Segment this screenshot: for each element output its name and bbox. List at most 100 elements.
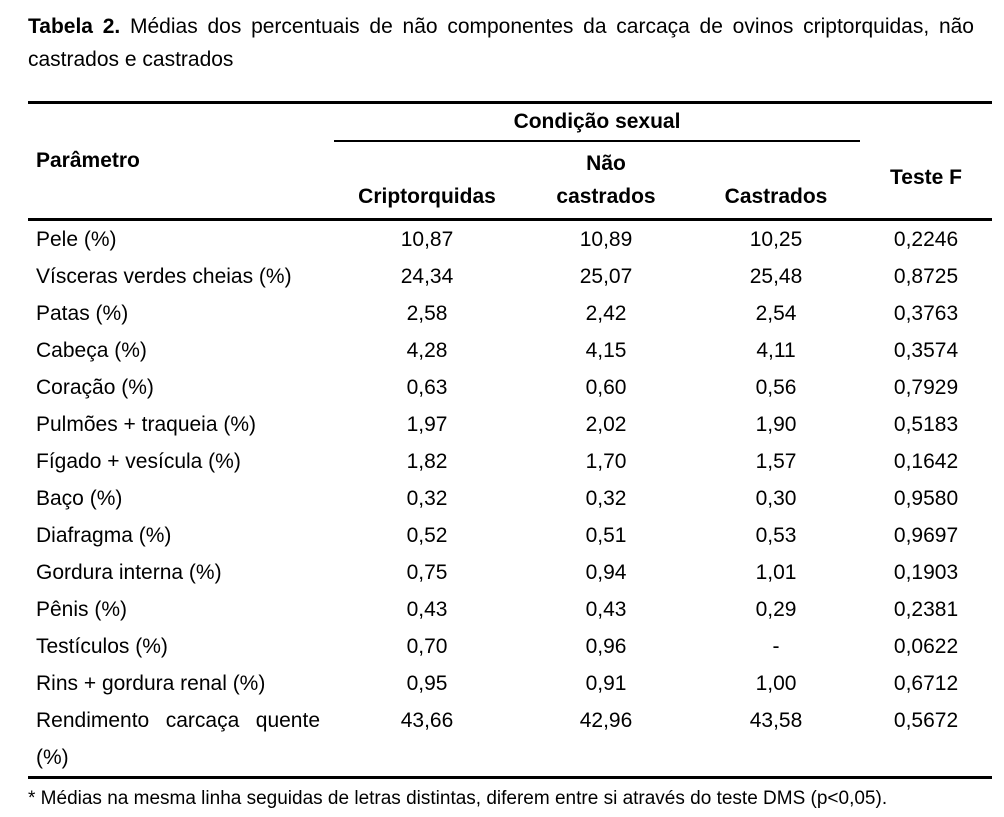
nao-castrados-value: 25,07 xyxy=(579,265,633,288)
teste-f-value: 0,8725 xyxy=(893,265,959,288)
nao-castrados-value: 1,70 xyxy=(585,450,627,473)
criptorquidas-value: 0,75 xyxy=(406,561,448,584)
table-row: Fígado + vesícula (%) 1,82 1,70 1,57 0,1… xyxy=(28,443,992,480)
nao-castrados-value: 2,42 xyxy=(585,302,627,325)
column-header-nao-castrados: Não castrados xyxy=(520,141,692,220)
parameter-cell: Rins + gordura renal (%) xyxy=(36,672,266,695)
table-caption-text: Médias dos percentuais de não componente… xyxy=(28,15,974,71)
table-footnote: * Médias na mesma linha seguidas de letr… xyxy=(28,788,888,809)
teste-f-value: 0,2381 xyxy=(893,598,959,621)
table-2: Parâmetro Condição sexual Teste F Cripto… xyxy=(28,101,993,779)
table-row: Testículos (%) 0,70 0,96 - 0,0622 xyxy=(28,628,992,665)
nao-castrados-value: 0,91 xyxy=(585,672,627,695)
criptorquidas-value: 0,63 xyxy=(406,376,448,399)
teste-f-value: 0,9580 xyxy=(893,487,959,510)
parameter-cell: Vísceras verdes cheias (%) xyxy=(36,265,292,288)
table-caption: Tabela 2. Médias dos percentuais de não … xyxy=(28,10,974,76)
column-group-condicao-sexual: Condição sexual xyxy=(334,102,861,142)
parameter-cell: Pele (%) xyxy=(36,228,117,251)
column-header-parametro: Parâmetro xyxy=(36,149,140,172)
teste-f-value: 0,7929 xyxy=(893,376,959,399)
nao-castrados-value: 0,96 xyxy=(585,635,627,658)
castrados-value: 0,29 xyxy=(755,598,797,621)
table-row: Pênis (%) 0,43 0,43 0,29 0,2381 xyxy=(28,591,992,628)
header-columns-row: Criptorquidas Não castrados Castrados xyxy=(28,141,992,220)
table-caption-label: Tabela 2. xyxy=(28,15,121,38)
column-header-castrados: Castrados xyxy=(724,185,828,208)
table-row: Coração (%) 0,63 0,60 0,56 0,7929 xyxy=(28,369,992,406)
parameter-cell: Fígado + vesícula (%) xyxy=(36,450,241,473)
criptorquidas-value: 2,58 xyxy=(406,302,448,325)
castrados-value: - xyxy=(772,635,780,658)
teste-f-value: 0,3763 xyxy=(893,302,959,325)
parameter-cell: Baço (%) xyxy=(36,487,123,510)
parameter-cell: Diafragma (%) xyxy=(36,524,172,547)
criptorquidas-value: 10,87 xyxy=(400,228,454,251)
castrados-value: 2,54 xyxy=(755,302,797,325)
column-header-nao-castrados-line1: Não xyxy=(586,152,626,175)
teste-f-value: 0,6712 xyxy=(893,672,959,695)
table-row: Cabeça (%) 4,28 4,15 4,11 0,3574 xyxy=(28,332,992,369)
castrados-value: 1,00 xyxy=(755,672,797,695)
column-header-criptorquidas: Criptorquidas xyxy=(358,185,496,208)
criptorquidas-value: 0,43 xyxy=(406,598,448,621)
castrados-value: 0,53 xyxy=(755,524,797,547)
nao-castrados-value: 0,60 xyxy=(585,376,627,399)
nao-castrados-value: 2,02 xyxy=(585,413,627,436)
castrados-value: 1,90 xyxy=(755,413,797,436)
castrados-value: 43,58 xyxy=(749,709,803,732)
table-row: Baço (%) 0,32 0,32 0,30 0,9580 xyxy=(28,480,992,517)
parameter-cell: Patas (%) xyxy=(36,302,129,325)
table-row: Patas (%) 2,58 2,42 2,54 0,3763 xyxy=(28,295,992,332)
criptorquidas-value: 0,70 xyxy=(406,635,448,658)
nao-castrados-value: 0,43 xyxy=(585,598,627,621)
castrados-value: 4,11 xyxy=(756,339,796,362)
nao-castrados-value: 0,32 xyxy=(585,487,627,510)
nao-castrados-value: 0,94 xyxy=(585,561,627,584)
criptorquidas-value: 1,82 xyxy=(406,450,448,473)
criptorquidas-value: 43,66 xyxy=(400,709,454,732)
nao-castrados-value: 10,89 xyxy=(579,228,633,251)
table-row: Rendimento carcaça quente (%) 43,66 42,9… xyxy=(28,702,992,778)
criptorquidas-value: 0,52 xyxy=(406,524,448,547)
table-row: Rins + gordura renal (%) 0,95 0,91 1,00 … xyxy=(28,665,992,702)
table-header: Parâmetro Condição sexual Teste F Cripto… xyxy=(28,102,993,220)
table-body: Pele (%) 10,87 10,89 10,25 0,2246 Víscer… xyxy=(28,220,992,778)
criptorquidas-value: 0,32 xyxy=(406,487,448,510)
teste-f-value: 0,5672 xyxy=(893,709,959,732)
castrados-value: 1,57 xyxy=(755,450,797,473)
table-row: Pulmões + traqueia (%) 1,97 2,02 1,90 0,… xyxy=(28,406,992,443)
header-group-row: Parâmetro Condição sexual Teste F xyxy=(28,102,992,189)
parameter-cell: Pulmões + traqueia (%) xyxy=(36,413,257,436)
criptorquidas-value: 24,34 xyxy=(400,265,454,288)
table-row: Diafragma (%) 0,52 0,51 0,53 0,9697 xyxy=(28,517,992,554)
nao-castrados-value: 0,51 xyxy=(585,524,627,547)
castrados-value: 25,48 xyxy=(749,265,803,288)
teste-f-value: 0,1903 xyxy=(893,561,959,584)
parameter-cell: Pênis (%) xyxy=(36,598,128,621)
criptorquidas-value: 1,97 xyxy=(406,413,448,436)
castrados-value: 0,56 xyxy=(755,376,797,399)
criptorquidas-value: 0,95 xyxy=(406,672,448,695)
parameter-cell: Rendimento carcaça quente (%) xyxy=(36,709,320,769)
teste-f-value: 0,2246 xyxy=(893,228,959,251)
parameter-cell: Coração (%) xyxy=(36,376,154,399)
teste-f-value: 0,1642 xyxy=(893,450,959,473)
castrados-value: 10,25 xyxy=(749,228,803,251)
teste-f-value: 0,9697 xyxy=(893,524,959,547)
column-header-nao-castrados-line2: castrados xyxy=(556,185,656,208)
parameter-cell: Testículos (%) xyxy=(36,635,168,658)
table-row: Vísceras verdes cheias (%) 24,34 25,07 2… xyxy=(28,258,992,295)
nao-castrados-value: 4,15 xyxy=(585,339,627,362)
column-header-teste-f: Teste F xyxy=(890,166,962,189)
criptorquidas-value: 4,28 xyxy=(406,339,448,362)
teste-f-value: 0,5183 xyxy=(893,413,959,436)
table-row: Pele (%) 10,87 10,89 10,25 0,2246 xyxy=(28,220,992,259)
parameter-cell: Gordura interna (%) xyxy=(36,561,222,584)
teste-f-value: 0,3574 xyxy=(893,339,959,362)
teste-f-value: 0,0622 xyxy=(893,635,959,658)
parameter-cell: Cabeça (%) xyxy=(36,339,147,362)
table-row: Gordura interna (%) 0,75 0,94 1,01 0,190… xyxy=(28,554,992,591)
castrados-value: 1,01 xyxy=(755,561,797,584)
